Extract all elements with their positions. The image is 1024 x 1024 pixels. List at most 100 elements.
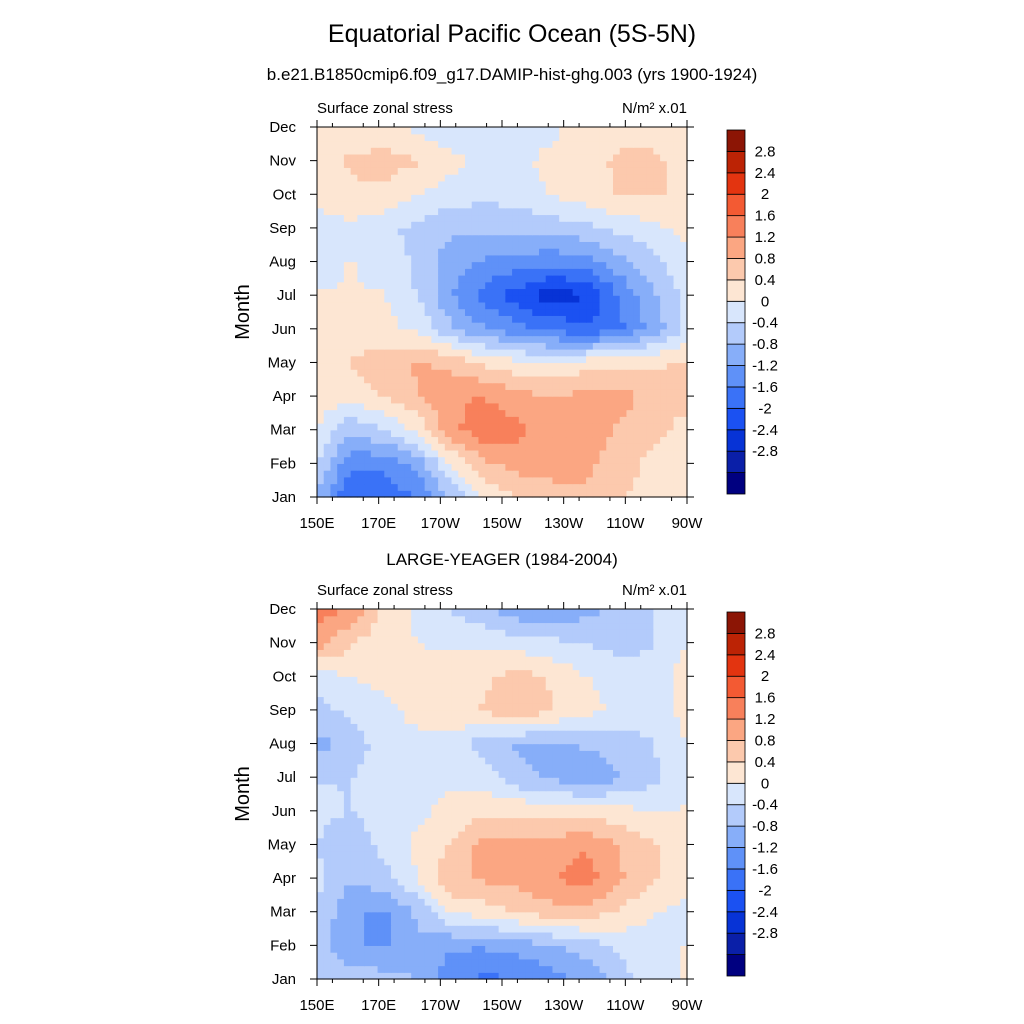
heatmap-cell-bin-11 — [539, 436, 547, 444]
heatmap-cell-bin-8 — [438, 194, 446, 202]
heatmap-cell-bin-5 — [539, 254, 547, 263]
heatmap-cell-bin-5 — [364, 925, 372, 933]
heatmap-cell-bin-11 — [552, 449, 560, 458]
heatmap-cell-bin-8 — [330, 261, 338, 269]
heatmap-cell-bin-11 — [512, 443, 520, 451]
heatmap-cell-bin-6 — [404, 931, 412, 940]
heatmap-cell-bin-10 — [639, 180, 648, 189]
heatmap-cell-bin-10 — [525, 476, 533, 485]
heatmap-cell-bin-5 — [364, 449, 372, 458]
heatmap-cell-bin-8 — [673, 268, 681, 276]
heatmap-cell-bin-10 — [545, 389, 554, 397]
heatmap-cell-bin-6 — [411, 456, 419, 464]
heatmap-cell-bin-8 — [323, 268, 332, 276]
heatmap-cell-bin-6 — [444, 275, 453, 283]
heatmap-cell-bin-8 — [539, 133, 547, 142]
heatmap-cell-bin-11 — [559, 864, 567, 872]
heatmap-cell-bin-5 — [357, 463, 365, 471]
heatmap-cell-bin-10 — [579, 375, 587, 384]
heatmap-cell-bin-9 — [653, 837, 661, 846]
heatmap-cell-bin-8 — [666, 227, 675, 236]
heatmap-cell-bin-8 — [586, 931, 594, 940]
heatmap-cell-bin-8 — [397, 763, 406, 772]
heatmap-cell-bin-8 — [411, 315, 419, 323]
heatmap-cell-bin-11 — [458, 409, 466, 417]
heatmap-cell-bin-8 — [471, 140, 480, 148]
heatmap-cell-bin-8 — [391, 429, 399, 438]
heatmap-cell-bin-10 — [458, 362, 466, 370]
heatmap-cell-bin-10 — [633, 187, 641, 195]
heatmap-cell-bin-9 — [330, 389, 338, 397]
heatmap-cell-bin-6 — [639, 315, 648, 323]
heatmap-cell-bin-8 — [680, 288, 688, 296]
heatmap-cell-bin-9 — [384, 402, 392, 411]
heatmap-cell-bin-9 — [397, 174, 406, 182]
heatmap-cell-bin-8 — [592, 214, 601, 222]
heatmap-cell-bin-8 — [384, 234, 392, 242]
heatmap-cell-bin-6 — [532, 241, 540, 249]
heatmap-cell-bin-8 — [478, 342, 486, 350]
heatmap-cell-bin-10 — [451, 369, 459, 377]
y-tick-label: Nov — [269, 153, 296, 170]
heatmap-cell-bin-8 — [532, 194, 540, 202]
heatmap-cell-bin-8 — [572, 214, 580, 222]
heatmap-cell-bin-9 — [377, 335, 385, 343]
heatmap-cell-bin-7 — [397, 436, 406, 444]
heatmap-cell-bin-8 — [680, 275, 688, 283]
heatmap-cell-bin-10 — [404, 389, 412, 397]
heatmap-cell-bin-8 — [337, 241, 345, 249]
heatmap-cell-bin-11 — [592, 409, 601, 417]
heatmap-cell-bin-9 — [417, 878, 426, 886]
heatmap-cell-bin-7 — [424, 268, 432, 276]
heatmap-cell-bin-5 — [485, 254, 493, 263]
heatmap-cell-bin-11 — [532, 884, 540, 893]
heatmap-cell-bin-4 — [491, 295, 500, 303]
heatmap-cell-bin-9 — [330, 295, 338, 303]
heatmap-cell-bin-7 — [343, 770, 352, 778]
heatmap-cell-bin-7 — [411, 221, 419, 229]
heatmap-cell-bin-6 — [653, 328, 661, 337]
heatmap-cell-bin-9 — [465, 790, 473, 798]
heatmap-cell-bin-10 — [646, 147, 654, 155]
heatmap-cell-bin-11 — [491, 878, 500, 886]
heatmap-cell-bin-7 — [653, 261, 661, 269]
heatmap-cell-bin-5 — [391, 463, 399, 471]
heatmap-cell-bin-11 — [518, 878, 527, 886]
heatmap-cell-bin-8 — [438, 463, 446, 471]
heatmap-cell-bin-10 — [592, 898, 601, 906]
heatmap-cell-bin-9 — [370, 140, 379, 148]
heatmap-cell-bin-9 — [391, 187, 399, 195]
heatmap-cell-bin-9 — [673, 355, 681, 364]
heatmap-cell-bin-8 — [465, 153, 473, 162]
heatmap-cell-bin-8 — [444, 750, 453, 758]
heatmap-cell-bin-9 — [465, 470, 473, 478]
heatmap-cell-bin-5 — [384, 911, 392, 920]
heatmap-cell-bin-6 — [323, 476, 332, 485]
heatmap-cell-bin-10 — [451, 355, 459, 364]
heatmap-cell-bin-9 — [424, 174, 432, 182]
heatmap-cell-bin-6 — [545, 335, 554, 343]
heatmap-cell-bin-9 — [337, 187, 345, 195]
heatmap-cell-bin-6 — [431, 965, 439, 973]
heatmap-cell-bin-5 — [478, 952, 486, 960]
heatmap-cell-bin-6 — [397, 911, 406, 920]
heatmap-cell-bin-9 — [444, 797, 453, 805]
heatmap-cell-bin-10 — [512, 898, 520, 906]
heatmap-cell-bin-10 — [424, 355, 432, 364]
heatmap-cell-bin-4 — [391, 490, 399, 498]
heatmap-cell-bin-11 — [572, 416, 580, 424]
heatmap-cell-bin-9 — [599, 194, 607, 202]
heatmap-cell-bin-9 — [397, 402, 406, 411]
heatmap-cell-bin-9 — [545, 187, 554, 195]
heatmap-cell-bin-4 — [586, 322, 594, 330]
heatmap-cell-bin-8 — [404, 201, 412, 209]
heatmap-cell-bin-10 — [417, 402, 426, 411]
heatmap-cell-bin-7 — [491, 227, 500, 236]
heatmap-cell-bin-9 — [317, 335, 325, 343]
heatmap-cell-bin-6 — [458, 308, 466, 316]
heatmap-cell-bin-9 — [417, 140, 426, 148]
heatmap-cell-bin-8 — [391, 857, 399, 866]
heatmap-cell-bin-8 — [444, 777, 453, 785]
heatmap-cell-bin-5 — [586, 261, 594, 269]
heatmap-cell-bin-7 — [337, 864, 345, 872]
